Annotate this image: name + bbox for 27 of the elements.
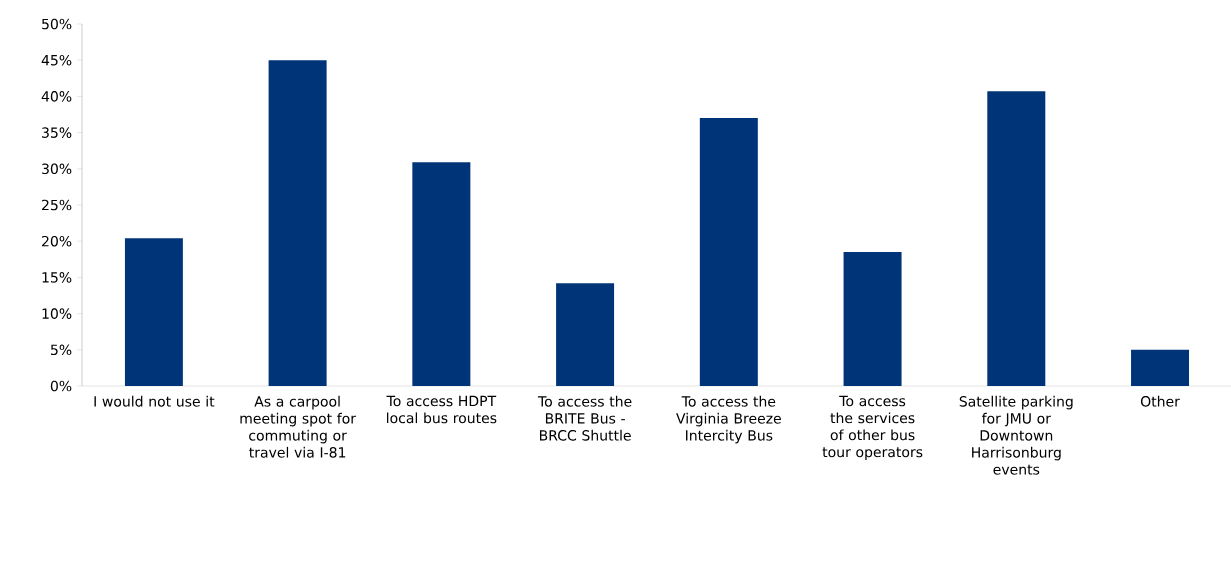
x-tick-label: I would not use it [94,395,215,407]
y-tick-label: 35% [42,127,72,138]
bar [987,91,1046,386]
bar [843,252,902,386]
y-tick-label: 20% [42,235,72,247]
bar [1131,349,1190,386]
x-tick-label: Satellite parking for JMU or Downtown Harrisonburg events [959,395,1073,475]
y-tick-label: 5% [51,344,72,356]
x-tick-label: Other [1140,395,1180,407]
bar [268,60,327,386]
y-tick-label: 45% [41,54,72,66]
x-tick-label: To access the BRITE Bus - BRCC Shuttle [537,395,632,441]
y-tick-label: 0% [50,380,72,392]
x-tick-label: As a carpool meeting spot for commuting or travel via I-81 [240,395,357,458]
x-tick-label: To access HDPT local bus routes [386,395,497,424]
y-tick-label: 30% [42,163,72,175]
bar [124,238,183,386]
x-tick-label: To access the Virginia Breeze Intercity Bus [676,395,781,444]
y-tick-label: 15% [42,272,72,283]
y-tick-label: 40% [41,91,72,102]
y-tick-label: 10% [42,308,72,319]
bar [699,118,758,386]
bar [556,283,615,386]
bar [412,162,471,386]
x-tick-label: To access the services of other bus tour operators [822,395,923,460]
y-tick-label: 25% [42,199,72,211]
y-tick-label: 50% [42,18,72,30]
